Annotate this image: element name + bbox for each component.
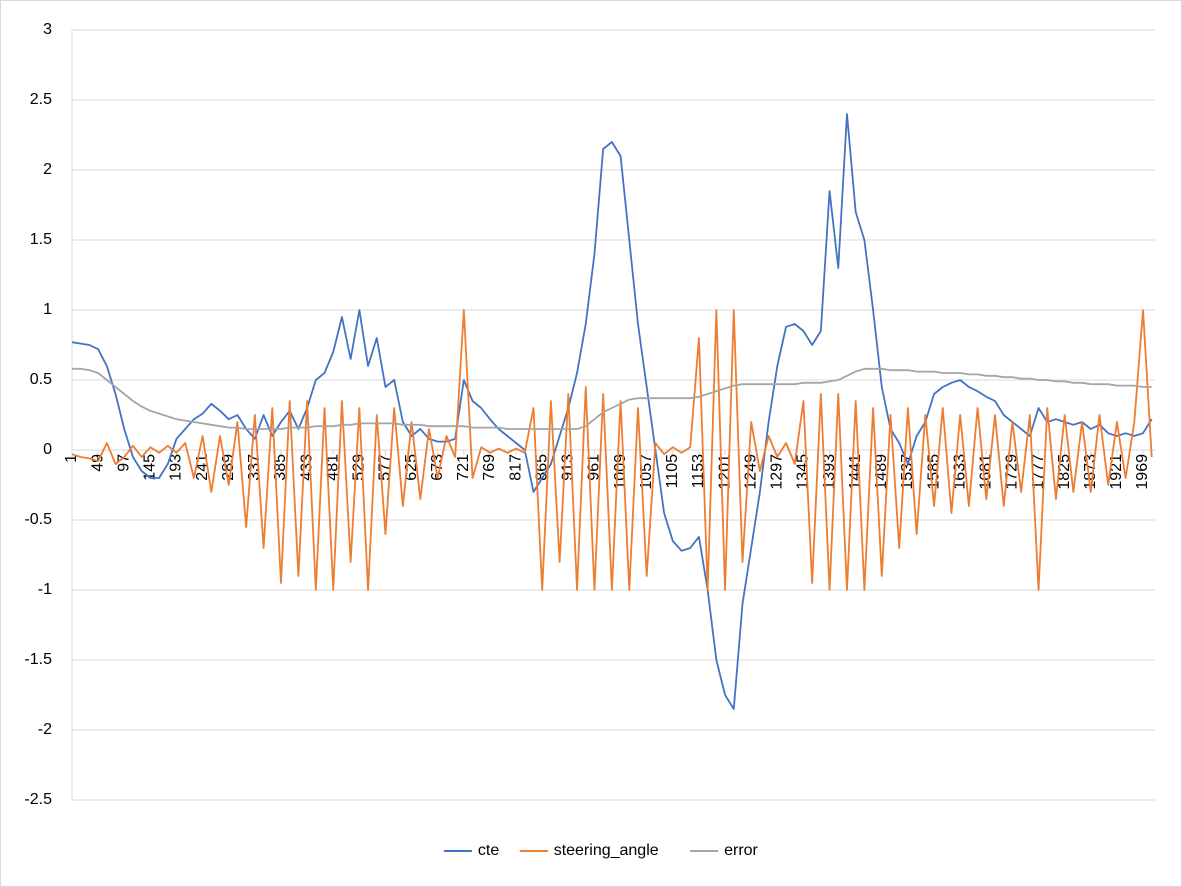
x-tick-label: 1921 bbox=[1108, 454, 1125, 490]
x-tick-label: 769 bbox=[481, 454, 498, 481]
y-tick-label: 2.5 bbox=[30, 91, 52, 108]
x-tick-label: 1345 bbox=[795, 454, 812, 490]
y-tick-label: 0 bbox=[43, 441, 52, 458]
series-line bbox=[72, 367, 1152, 430]
x-tick-label: 1249 bbox=[742, 454, 759, 490]
x-tick-label: 817 bbox=[507, 454, 524, 481]
x-tick-label: 1201 bbox=[716, 454, 733, 490]
legend-label: steering_angle bbox=[554, 842, 659, 859]
x-tick-label: 337 bbox=[246, 454, 263, 481]
x-tick-label: 481 bbox=[324, 454, 341, 481]
x-tick-label: 529 bbox=[351, 454, 368, 481]
x-tick-label: 1681 bbox=[978, 454, 995, 490]
x-tick-label: 1441 bbox=[847, 454, 864, 490]
x-tick-label: 913 bbox=[560, 454, 577, 481]
x-tick-label: 1777 bbox=[1030, 454, 1047, 490]
x-tick-label: 1009 bbox=[612, 454, 629, 490]
x-tick-label: 1969 bbox=[1134, 454, 1151, 490]
series-line bbox=[71, 309, 1153, 591]
x-tick-label: 193 bbox=[168, 454, 185, 481]
x-tick-label: 1297 bbox=[769, 454, 786, 490]
x-tick-label: 49 bbox=[89, 454, 106, 472]
y-tick-label: -2.5 bbox=[24, 791, 52, 808]
x-tick-label: 433 bbox=[298, 454, 315, 481]
series-line bbox=[71, 113, 1153, 710]
x-tick-label: 1585 bbox=[925, 454, 942, 490]
x-tick-label: 289 bbox=[220, 454, 237, 481]
x-tick-label: 1105 bbox=[664, 454, 681, 489]
y-tick-label: 3 bbox=[43, 21, 52, 38]
y-tick-label: -1 bbox=[38, 581, 52, 598]
y-tick-label: 1 bbox=[43, 301, 52, 318]
y-tick-label: -0.5 bbox=[24, 511, 52, 528]
y-tick-label: -1.5 bbox=[24, 651, 52, 668]
y-tick-label: 0.5 bbox=[30, 371, 52, 388]
x-tick-label: 97 bbox=[115, 454, 132, 472]
legend-label: cte bbox=[478, 842, 499, 859]
x-tick-label: 721 bbox=[455, 454, 472, 481]
y-tick-label: 1.5 bbox=[30, 231, 52, 248]
y-tick-label: -2 bbox=[38, 721, 52, 738]
x-tick-label: 865 bbox=[533, 454, 550, 481]
legend-label: error bbox=[724, 842, 758, 859]
x-tick-label: 1 bbox=[63, 454, 80, 463]
y-tick-label: 2 bbox=[43, 161, 52, 178]
